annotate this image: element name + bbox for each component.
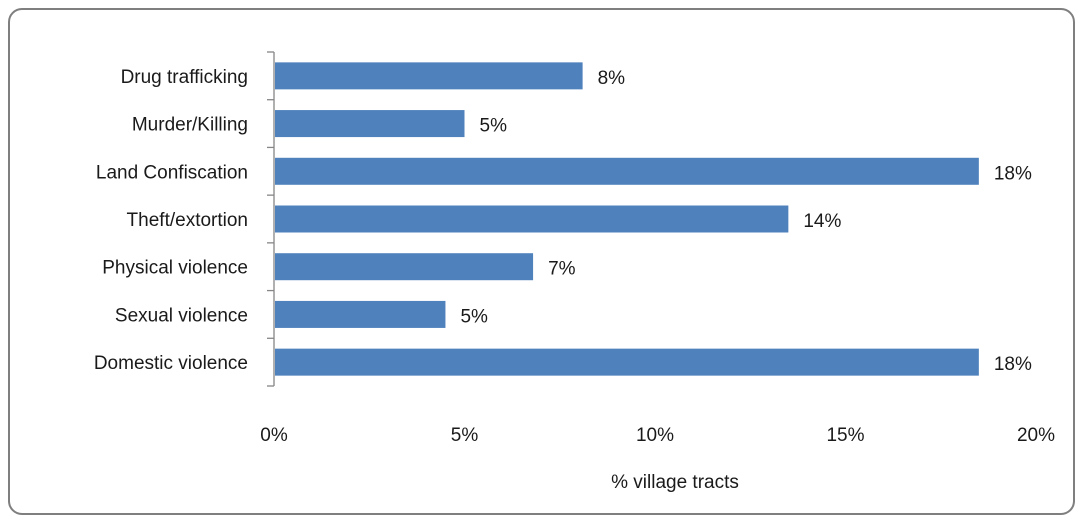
bar[interactable] xyxy=(275,157,979,185)
category-label: Domestic violence xyxy=(94,353,248,374)
x-tick-label: 15% xyxy=(826,425,864,446)
data-label: 5% xyxy=(480,116,508,137)
bar[interactable] xyxy=(275,205,789,233)
bar[interactable] xyxy=(275,348,979,376)
data-label: 18% xyxy=(994,163,1032,184)
data-label: 7% xyxy=(548,259,576,280)
category-label: Theft/extortion xyxy=(127,210,248,231)
data-label: 8% xyxy=(598,68,626,89)
x-tick-label: 5% xyxy=(451,425,479,446)
category-label: Murder/Killing xyxy=(132,115,248,136)
category-label: Sexual violence xyxy=(115,305,248,326)
category-label: Land Confiscation xyxy=(96,162,248,183)
bar[interactable] xyxy=(275,253,534,281)
x-tick-label: 20% xyxy=(1017,425,1055,446)
category-label: Physical violence xyxy=(102,258,248,279)
x-tick-label: 10% xyxy=(636,425,674,446)
bar[interactable] xyxy=(275,300,446,328)
category-label: Drug trafficking xyxy=(121,67,248,88)
bar[interactable] xyxy=(275,62,583,90)
data-label: 18% xyxy=(994,354,1032,375)
x-axis-title: % village tracts xyxy=(611,472,739,493)
plot-area: Drug trafficking 8% Murder/Killing 5% Land C… xyxy=(94,51,1055,446)
bar[interactable] xyxy=(275,110,465,138)
data-label: 14% xyxy=(803,211,841,232)
x-tick-label: 0% xyxy=(260,425,288,446)
chart-frame xyxy=(8,8,1075,515)
data-label: 5% xyxy=(460,306,488,327)
